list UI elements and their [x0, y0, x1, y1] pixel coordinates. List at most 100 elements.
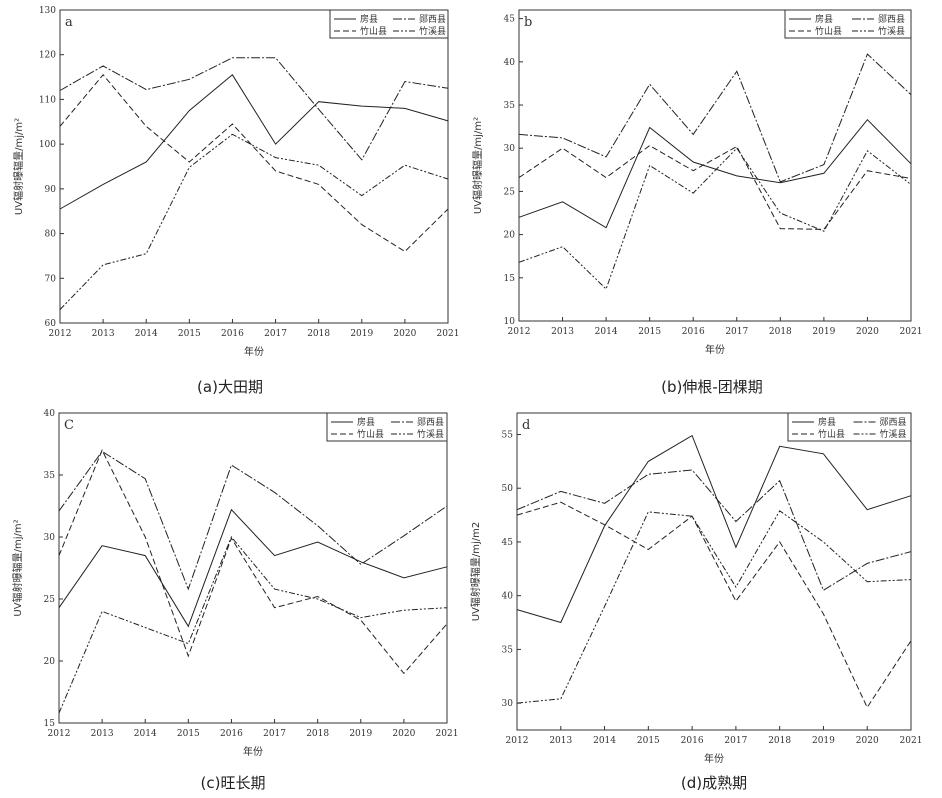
x-tick-label: 2019: [349, 729, 372, 739]
series-line-3: [59, 74, 449, 253]
y-tick-label: 35: [44, 471, 56, 481]
legend-label: 竹溪县: [419, 25, 446, 37]
x-tick-label: 2012: [48, 729, 71, 739]
plot-frame: [59, 9, 449, 324]
y-tick-label: 20: [504, 231, 516, 241]
chart-panel-a: 2012 2013 2014 2015 2016 2017 2018 2019 2020 2021…: [12, 6, 459, 396]
panel-letter: C: [64, 418, 74, 433]
series-line-2: [59, 57, 449, 161]
plot-frame: [518, 9, 912, 322]
legend-label: 房县: [815, 13, 833, 25]
plot-frame: [516, 412, 912, 731]
series-line-2: [58, 450, 448, 591]
legend-label: 竹山县: [357, 428, 384, 440]
legend-box: [784, 9, 912, 39]
series-line-2: [518, 53, 912, 183]
legend-label: 竹溪县: [417, 428, 444, 440]
legend-box: [329, 9, 449, 39]
y-axis-title: UV辐射曝辐量/mj/m²: [11, 519, 24, 616]
chart-panel-b: 2012 2013 2014 2015 2016 2017 2018 2019 2020 2021…: [471, 9, 923, 396]
series-line-4: [58, 536, 448, 714]
legend-label: 房县: [818, 416, 836, 428]
series-line-3: [58, 448, 448, 675]
y-tick-label: 80: [45, 230, 57, 240]
y-tick-label: 130: [39, 6, 56, 16]
legend-label: 郧西县: [419, 14, 446, 25]
legend-box: [787, 412, 912, 442]
chart-panel-C: 2012 2013 2014 2015 2016 2017 2018 2019 2020 2021…: [11, 409, 458, 792]
x-tick-label: 2019: [812, 736, 835, 746]
y-tick-label: 10: [504, 317, 516, 327]
x-tick-label: 2018: [768, 736, 791, 746]
legend-label: 竹溪县: [880, 428, 907, 440]
y-tick-label: 70: [45, 274, 57, 284]
y-tick-label: 25: [44, 595, 56, 605]
series-line-3: [516, 501, 912, 709]
x-tick-label: 2012: [508, 327, 531, 337]
x-tick-label: 2018: [306, 729, 329, 739]
y-tick-label: 15: [504, 274, 516, 284]
y-tick-label: 35: [502, 645, 514, 655]
x-axis-title: 年份: [705, 343, 725, 356]
x-tick-label: 2013: [551, 327, 574, 337]
legend-label: 郧西县: [417, 417, 444, 428]
x-tick-label: 2017: [263, 729, 286, 739]
legend-label: 房县: [360, 13, 378, 25]
x-tick-label: 2014: [134, 729, 157, 739]
x-tick-label: 2021: [900, 327, 923, 337]
x-tick-label: 2016: [220, 729, 243, 739]
y-tick-label: 110: [39, 95, 56, 105]
panel-caption: (c)旺长期: [201, 774, 266, 792]
x-tick-label: 2013: [92, 329, 115, 339]
x-tick-label: 2012: [506, 736, 529, 746]
x-tick-label: 2015: [177, 729, 200, 739]
legend-label: 竹山县: [815, 25, 842, 37]
y-tick-label: 55: [502, 430, 514, 440]
series-line-1: [516, 434, 912, 624]
series-line-2: [516, 469, 912, 592]
legend-label: 竹山县: [818, 428, 845, 440]
x-tick-label: 2020: [856, 736, 879, 746]
y-tick-label: 30: [502, 699, 514, 709]
series-line-4: [518, 147, 912, 290]
panel-letter: a: [65, 15, 73, 30]
panel-caption: (a)大田期: [197, 378, 263, 396]
series-line-1: [518, 118, 912, 229]
legend-label: 郧西县: [880, 417, 907, 428]
y-tick-label: 30: [44, 533, 56, 543]
chart-panel-d: 2012 2013 2014 2015 2016 2017 2018 2019 2020 2021…: [469, 412, 922, 792]
y-tick-label: 60: [45, 319, 57, 329]
panel-letter: b: [524, 15, 532, 30]
x-tick-label: 2013: [91, 729, 114, 739]
x-tick-label: 2014: [595, 327, 618, 337]
y-tick-label: 40: [504, 58, 516, 68]
y-tick-label: 40: [44, 409, 56, 419]
x-tick-label: 2019: [812, 327, 835, 337]
y-tick-label: 50: [502, 484, 514, 494]
series-line-1: [59, 74, 449, 210]
x-tick-label: 2016: [682, 327, 705, 337]
x-tick-label: 2015: [637, 736, 660, 746]
series-line-4: [516, 510, 912, 704]
y-tick-label: 45: [504, 15, 516, 25]
x-tick-label: 2015: [638, 327, 661, 337]
y-tick-label: 90: [45, 185, 57, 195]
y-tick-label: 100: [39, 140, 56, 150]
x-tick-label: 2016: [221, 329, 244, 339]
y-tick-label: 120: [39, 51, 56, 61]
x-tick-label: 2021: [437, 329, 460, 339]
y-tick-label: 25: [504, 187, 516, 197]
x-tick-label: 2021: [436, 729, 459, 739]
legend-label: 房县: [357, 416, 375, 428]
y-axis-title: UV辐射曝辐量/mj/m²: [471, 117, 484, 214]
x-tick-label: 2016: [681, 736, 704, 746]
legend-box: [326, 412, 448, 442]
x-axis-title: 年份: [244, 345, 264, 358]
legend-label: 竹溪县: [878, 25, 905, 37]
x-tick-label: 2017: [724, 736, 747, 746]
